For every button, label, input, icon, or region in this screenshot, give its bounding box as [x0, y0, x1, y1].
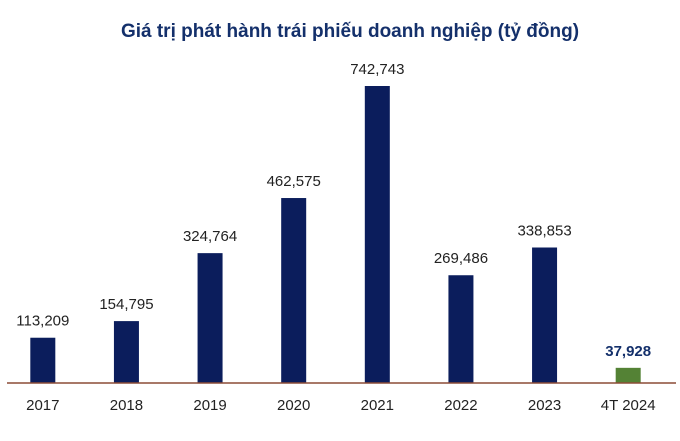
bar-4t-2024 — [615, 367, 641, 383]
chart-title: Giá trị phát hành trái phiếu doanh nghiệ… — [121, 21, 579, 42]
data-label-2023: 338,853 — [517, 223, 571, 240]
x-tick-4t-2024: 4T 2024 — [601, 397, 656, 414]
x-axis-ticks: 2017 2018 2019 2020 2021 2022 2023 4T 2024 — [26, 397, 655, 414]
x-tick-2019: 2019 — [193, 397, 226, 414]
x-tick-2023: 2023 — [528, 397, 561, 414]
bar-2023 — [532, 247, 558, 383]
data-labels: 113,209 154,795 324,764 462,575 742,743 269,4… — [16, 61, 651, 360]
x-tick-2017: 2017 — [26, 397, 59, 414]
data-label-2021: 742,743 — [350, 61, 404, 78]
data-label-2022: 269,486 — [434, 250, 488, 267]
data-label-2017: 113,209 — [16, 313, 69, 330]
bars-group — [30, 86, 641, 383]
x-tick-2022: 2022 — [444, 397, 477, 414]
x-tick-2018: 2018 — [110, 397, 143, 414]
bar-2022 — [448, 275, 474, 383]
bar-2018 — [113, 321, 139, 383]
data-label-2018: 154,795 — [99, 296, 153, 313]
bar-2021 — [364, 86, 390, 383]
x-tick-2020: 2020 — [277, 397, 310, 414]
bar-2017 — [30, 337, 56, 383]
bar-2020 — [281, 198, 307, 383]
data-label-2020: 462,575 — [267, 173, 321, 190]
data-label-2019: 324,764 — [183, 228, 237, 245]
x-tick-2021: 2021 — [361, 397, 394, 414]
bar-2019 — [197, 253, 223, 383]
data-label-4t-2024: 37,928 — [605, 343, 651, 360]
